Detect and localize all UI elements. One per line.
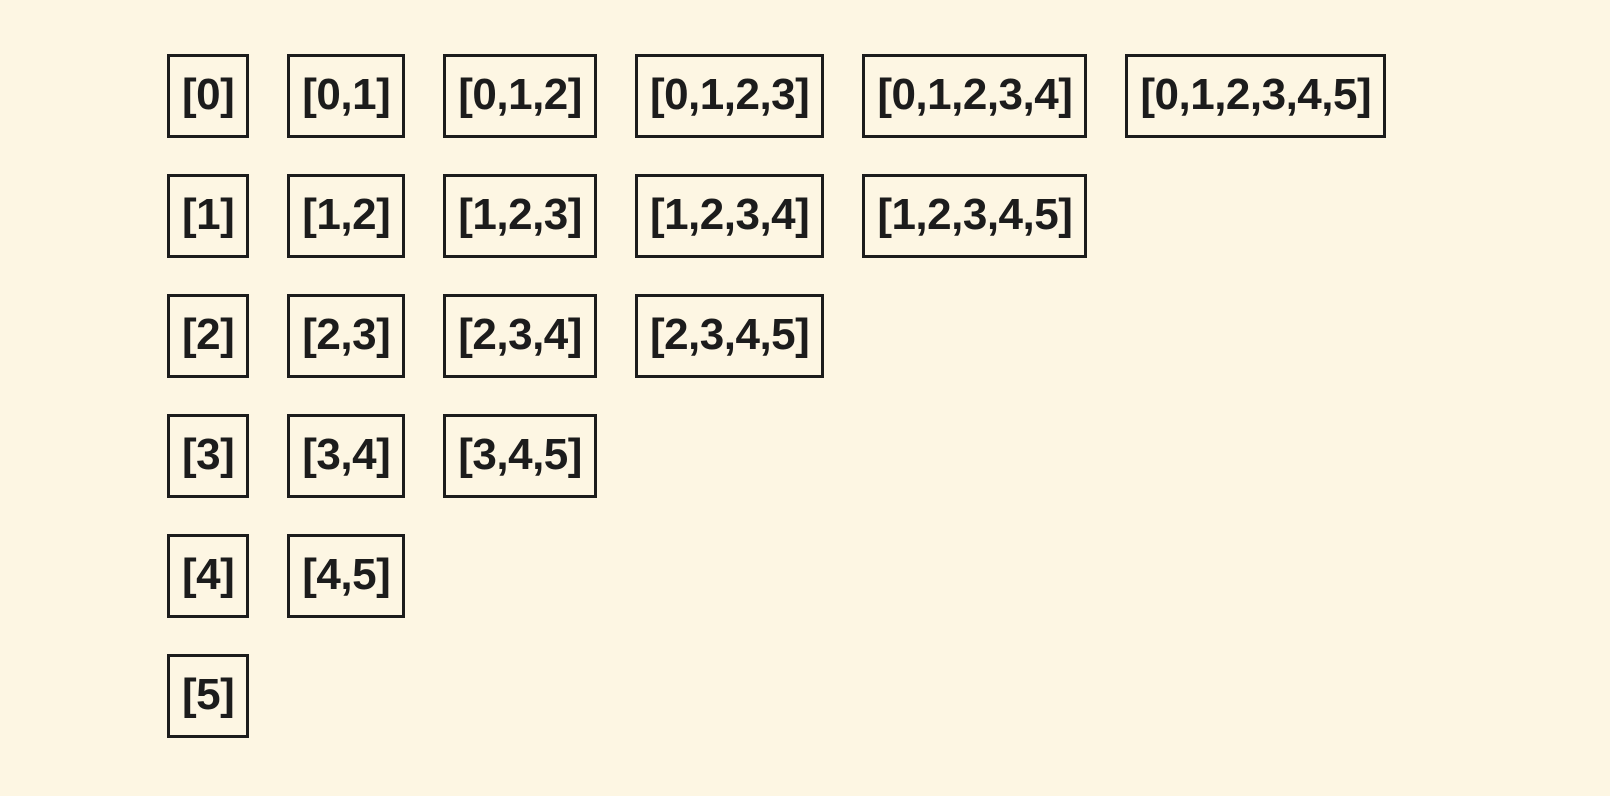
subarray-box: [2,3,4] <box>443 294 597 378</box>
subarray-row: [1] [1,2] [1,2,3] [1,2,3,4] [1,2,3,4,5] <box>167 174 1088 258</box>
subarray-box: [2,3] <box>287 294 406 378</box>
subarray-row: [0] [0,1] [0,1,2] [0,1,2,3] [0,1,2,3,4] [0,1,… <box>167 54 1387 138</box>
subarray-box: [0,1,2] <box>443 54 597 138</box>
subarray-box: [0,1] <box>287 54 406 138</box>
subarray-box: [0,1,2,3,4,5] <box>1125 54 1387 138</box>
subarray-box: [1] <box>167 174 250 258</box>
subarray-box: [4] <box>167 534 250 618</box>
subarray-box: [5] <box>167 654 250 738</box>
subarray-box: [1,2,3] <box>443 174 597 258</box>
subarray-box: [1,2] <box>287 174 406 258</box>
subarray-row: [3] [3,4] [3,4,5] <box>167 414 597 498</box>
subarray-box: [3] <box>167 414 250 498</box>
subarray-box: [0,1,2,3,4] <box>862 54 1088 138</box>
subarray-box: [4,5] <box>287 534 406 618</box>
subarray-box: [2,3,4,5] <box>634 294 825 378</box>
subarray-box: [1,2,3,4] <box>634 174 825 258</box>
subarray-row: [4] [4,5] <box>167 534 406 618</box>
subarray-box: [2] <box>167 294 250 378</box>
subarray-box: [0,1,2,3] <box>634 54 825 138</box>
subarray-box: [3,4] <box>287 414 406 498</box>
subarray-box: [1,2,3,4,5] <box>862 174 1088 258</box>
subarray-box: [3,4,5] <box>443 414 597 498</box>
subarray-row: [5] <box>167 654 250 738</box>
subarray-row: [2] [2,3] [2,3,4] [2,3,4,5] <box>167 294 825 378</box>
subarray-box: [0] <box>167 54 250 138</box>
